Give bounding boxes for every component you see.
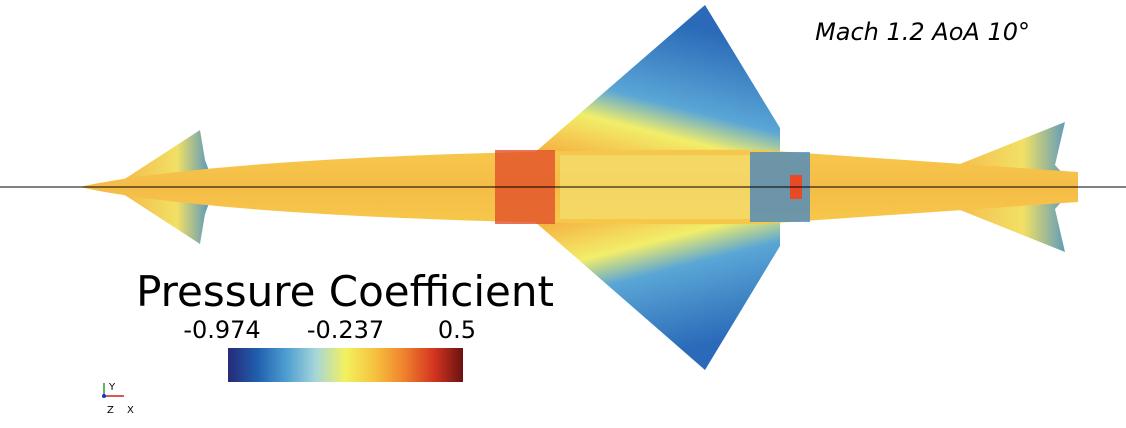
- colorbar-tick-label: -0.237: [307, 316, 384, 344]
- colorbar-title: Pressure Coefficient: [136, 267, 554, 316]
- colorbar-tick-label: -0.974: [183, 316, 260, 344]
- y-axis-label: Y: [108, 382, 116, 393]
- scene: Mach 1.2 AoA 10° Pressure Coefficient -0…: [0, 0, 1126, 428]
- z-axis-label: Z: [107, 405, 114, 416]
- colorbar: -0.974 -0.237 0.5: [183, 316, 476, 382]
- z-axis-dot: [102, 394, 106, 398]
- axes-triad: Y Z X: [102, 382, 134, 416]
- colorbar-tick-label: 0.5: [438, 316, 476, 344]
- title: Mach 1.2 AoA 10°: [815, 18, 1030, 46]
- x-axis-label: X: [127, 405, 134, 416]
- colorbar-bar: [228, 348, 463, 382]
